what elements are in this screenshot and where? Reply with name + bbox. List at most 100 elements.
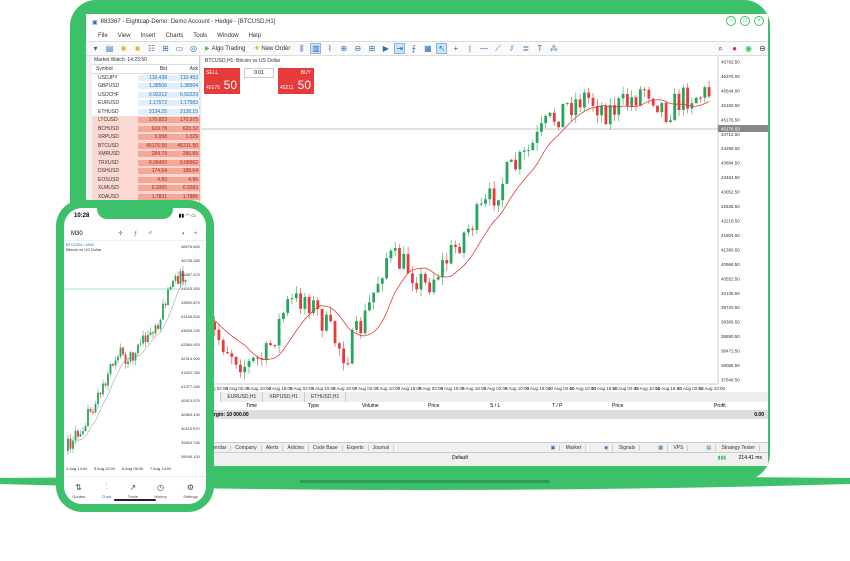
bar-chart-icon[interactable]: ⫼	[300, 43, 304, 53]
add-icon[interactable]: +	[194, 230, 198, 237]
terminal-tab-code-base[interactable]: Code Base	[309, 444, 343, 451]
folder2-icon[interactable]: ■	[135, 44, 140, 53]
profiles-icon[interactable]: ▤	[105, 44, 114, 53]
timeframe-selector[interactable]: M30	[71, 230, 83, 237]
trade-circle-icon[interactable]: ◐	[182, 230, 186, 237]
vertical-line-icon[interactable]: |	[468, 44, 471, 53]
menu-item-window[interactable]: Window	[217, 32, 239, 39]
market-watch-row[interactable]: XRPUSD 0.998 1.029	[92, 133, 200, 142]
nav-chart[interactable]: ⫶ Chart	[102, 482, 112, 499]
phone-candlestick-chart[interactable]: 46576.800 45735.260 44867.670 44003.300 4359…	[64, 241, 206, 476]
chart-shift-icon[interactable]: ⇥	[394, 43, 406, 54]
nav-quotes[interactable]: ⇅ Quotes	[72, 483, 85, 499]
indicators-icon[interactable]: ƒ	[134, 230, 138, 237]
market-watch-row[interactable]: TRXUSD 0.08450 0.08662	[92, 158, 200, 167]
nav-history[interactable]: ◷ History	[154, 483, 166, 499]
fibonacci-icon[interactable]: ≣	[522, 44, 530, 53]
sell-button[interactable]: SELL 45176 50	[204, 68, 240, 94]
terminal-tab-company[interactable]: Company	[231, 444, 262, 451]
folder-icon[interactable]: ■	[121, 44, 126, 53]
market-watch-row[interactable]: EOSUSD 4.83 4.96	[92, 175, 200, 184]
terminal-icon[interactable]: ▭	[175, 44, 184, 53]
terminal-column-header[interactable]: Price	[428, 403, 440, 409]
service-tab-vps[interactable]: ▦ VPS	[650, 444, 692, 451]
indicators-icon[interactable]: ⨍	[411, 44, 416, 53]
market-watch-row[interactable]: EURUSD 1.17572 1.17583	[92, 99, 200, 108]
algo-trading-button[interactable]: ▶ Algo Trading	[202, 43, 248, 54]
search-icon[interactable]: ⌕	[718, 43, 723, 53]
nav-trade[interactable]: ↗ Trade	[128, 483, 138, 499]
minimize-button[interactable]: –	[726, 16, 736, 26]
market-watch-row[interactable]: ETHUSD 3134.25 3138.15	[92, 108, 200, 117]
maximize-button[interactable]: □	[740, 16, 750, 26]
terminal-column-header[interactable]: Type	[308, 403, 319, 409]
navigator-icon[interactable]: ⊞	[162, 44, 169, 53]
menu-item-view[interactable]: View	[117, 32, 131, 39]
symbol-column-header[interactable]: Symbol	[96, 65, 113, 72]
market-watch-row[interactable]: USDJPY 110.438 110.453	[92, 74, 200, 83]
close-button[interactable]: ×	[754, 16, 764, 26]
trend-line-icon[interactable]: ⟋	[495, 43, 501, 53]
chart-tab[interactable]: EURUSD,H1	[221, 392, 264, 402]
menu-item-tools[interactable]: Tools	[193, 32, 208, 39]
terminal-tab-calendar[interactable]: Calendar	[202, 444, 232, 451]
chart-tab[interactable]: ETHUSD,H1	[305, 392, 347, 402]
market-watch-row[interactable]: XMRUSD 284.79 286.89	[92, 150, 200, 159]
candle-chart-icon[interactable]: ▥	[310, 43, 322, 54]
new-chart-icon[interactable]: ▾	[93, 44, 98, 53]
terminal-tab-articles[interactable]: Articles	[283, 444, 309, 451]
channel-icon[interactable]: ⫽	[510, 43, 514, 53]
menu-item-charts[interactable]: Charts	[165, 32, 184, 39]
zoom-in-icon[interactable]: ⊕	[340, 44, 348, 53]
lot-size-input[interactable]: 0.01	[244, 68, 274, 78]
market-watch-row[interactable]: GBPUSD 1.38506 1.38504	[92, 82, 200, 91]
text-icon[interactable]: T	[537, 44, 543, 53]
tester-icon[interactable]: ◎	[190, 44, 197, 53]
terminal-column-header[interactable]: Price	[612, 403, 624, 409]
terminal-column-header[interactable]: Time	[246, 403, 257, 409]
service-tab-signals[interactable]: ◉ Signals	[596, 444, 644, 451]
chart-tab[interactable]: XRPUSD,H1	[263, 392, 305, 402]
buy-button[interactable]: BUY 45211 50	[278, 68, 314, 94]
autoscroll-icon[interactable]: ▶	[382, 44, 389, 53]
grid-icon[interactable]: ⊞	[368, 44, 376, 53]
zoom-out-icon[interactable]: ⊖	[354, 44, 362, 53]
market-watch-row[interactable]: XLMUSD 0.3365 0.3383	[92, 184, 200, 193]
crosshair-icon[interactable]: +	[453, 44, 459, 53]
market-watch-row[interactable]: XDAUSD 1.7831 1.7886	[92, 192, 200, 201]
market-watch-row[interactable]: DSHUSD 174.54 188.64	[92, 167, 200, 176]
menu-item-insert[interactable]: Insert	[140, 32, 156, 39]
menu-item-help[interactable]: Help	[248, 32, 261, 39]
menu-item-file[interactable]: File	[98, 32, 108, 39]
terminal-tab-journal[interactable]: Journal	[369, 444, 394, 451]
ask-column-header[interactable]: Ask	[189, 65, 198, 72]
shapes-icon[interactable]: ⁂	[549, 44, 558, 53]
signals-icon[interactable]: ◉	[745, 44, 752, 53]
cursor-icon[interactable]: ↖	[436, 43, 448, 54]
terminal-column-header[interactable]: Profit	[714, 403, 726, 409]
terminal-column-header[interactable]: S / L	[490, 403, 501, 409]
nav-settings[interactable]: ⚙ Settings	[183, 483, 197, 499]
terminal-column-header[interactable]: Volume	[362, 403, 379, 409]
terminal-column-header[interactable]: T / P	[552, 403, 563, 409]
market-watch-row[interactable]: BTCUSD 45176.50 45211.50	[92, 141, 200, 150]
bid-column-header[interactable]: Bid	[159, 65, 167, 72]
community-icon[interactable]: ⊖	[759, 44, 766, 53]
user-icon[interactable]: ●	[732, 44, 737, 53]
candlestick-chart[interactable]: 46792.50 46375.00 46544.00 46160.50 45176.50…	[202, 56, 768, 392]
crosshair-icon[interactable]: ✛	[118, 231, 124, 237]
chart-window[interactable]: BTCUSD,H1: Bitcoin vs US Dollar SELL 451…	[202, 56, 768, 392]
templates-icon[interactable]: ▦	[424, 44, 432, 53]
phone-chart[interactable]: BTCUSD • M30 Bitcoin vs US Dollar 46576.…	[64, 241, 206, 476]
market-watch-row[interactable]: USDCHF 0.92212 0.92223	[92, 91, 200, 100]
service-tab-market[interactable]: ▣ Market	[543, 444, 590, 451]
market-watch-row[interactable]: LTCUSD 170.823 170.975	[92, 116, 200, 125]
service-tab-strategy-tester[interactable]: ▤ Strategy Tester	[698, 444, 764, 451]
line-chart-icon[interactable]: ⌇	[327, 44, 332, 53]
terminal-tab-experts[interactable]: Experts	[343, 444, 369, 451]
market-watch-icon[interactable]: ☷	[147, 44, 156, 53]
terminal-tab-alerts[interactable]: Alerts	[262, 444, 284, 451]
horizontal-line-icon[interactable]: —	[479, 44, 488, 53]
market-watch-row[interactable]: BCHUSD 619.78 620.32	[92, 124, 200, 133]
objects-icon[interactable]: ⩘	[148, 230, 152, 236]
